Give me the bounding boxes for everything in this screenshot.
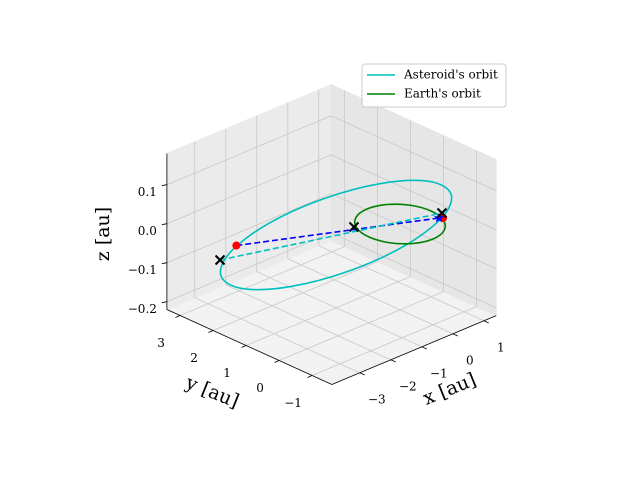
grid-line <box>318 245 484 322</box>
grid-line <box>331 115 497 192</box>
axes: −3 −2 −1 0 1 −1 0 1 2 3 −0.2 −0.1 0.0 0.1 <box>128 153 505 410</box>
y-tick-label: 2 <box>190 351 198 365</box>
grid-line <box>256 271 422 348</box>
x-tick-label: 0 <box>466 353 474 367</box>
x-tick <box>421 346 427 350</box>
x-tick-label: 1 <box>497 340 505 354</box>
x-tick <box>483 320 489 324</box>
y-tick-label: 0 <box>256 381 264 395</box>
plot-area <box>214 179 453 291</box>
z-tick <box>161 223 167 226</box>
x-tick <box>390 359 396 363</box>
z-tick-label: 0.1 <box>138 185 157 199</box>
z-tick-label: 0.0 <box>138 224 157 238</box>
cross-marker <box>214 254 226 266</box>
z-tick-label: −0.1 <box>128 263 157 277</box>
y-tick <box>175 315 181 318</box>
side-pane <box>330 83 497 317</box>
cross-marker <box>436 207 448 219</box>
grid-line <box>194 297 360 374</box>
y-tick <box>241 345 247 348</box>
orbit-line <box>354 203 446 245</box>
y-tick-label: 3 <box>157 336 165 350</box>
grid-line <box>166 154 332 225</box>
legend: Asteroid's orbit Earth's orbit <box>361 63 507 108</box>
x-tick <box>359 372 365 376</box>
y-tick <box>274 360 280 363</box>
y-axis-label: y [au] <box>182 371 242 412</box>
x-axis-label: x [au] <box>420 369 479 410</box>
legend-box <box>361 63 507 108</box>
star-marker <box>433 212 445 223</box>
grid-line <box>212 261 378 331</box>
grid-line <box>331 232 497 309</box>
grid-line <box>331 154 497 231</box>
z-tick-label: −0.2 <box>128 302 157 316</box>
z-tick <box>161 262 167 265</box>
orbit-line <box>219 179 453 291</box>
dashed-line <box>219 212 443 261</box>
dashed-line <box>236 217 440 247</box>
grid-line <box>331 193 497 270</box>
panes <box>165 83 498 386</box>
legend-label: Asteroid's orbit <box>403 68 498 82</box>
grid-line <box>245 276 411 346</box>
legend-label: Earth's orbit <box>404 87 481 101</box>
z-tick <box>161 184 167 187</box>
grid-line <box>278 291 444 361</box>
grid-line <box>166 193 332 264</box>
y-tick-label: 1 <box>223 366 231 380</box>
grid-line <box>225 284 391 361</box>
grid-line <box>166 115 332 186</box>
grid-line <box>179 246 345 316</box>
y-tick <box>208 330 214 333</box>
x-tick-label: −1 <box>430 366 448 380</box>
point-marker <box>232 241 241 250</box>
grid-line <box>311 306 477 376</box>
x-axis-line <box>331 315 497 385</box>
grid <box>166 89 497 376</box>
grid-line <box>287 258 453 335</box>
y-tick-label: −1 <box>284 396 302 410</box>
x-tick <box>452 333 458 337</box>
z-tick <box>161 301 167 304</box>
x-tick-label: −2 <box>399 379 417 393</box>
grid-line <box>166 232 332 303</box>
z-axis-label: z [au] <box>92 207 114 261</box>
y-tick <box>307 375 313 378</box>
y-axis-line <box>166 309 333 385</box>
cross-marker <box>348 221 360 233</box>
x-tick-label: −3 <box>368 392 386 406</box>
